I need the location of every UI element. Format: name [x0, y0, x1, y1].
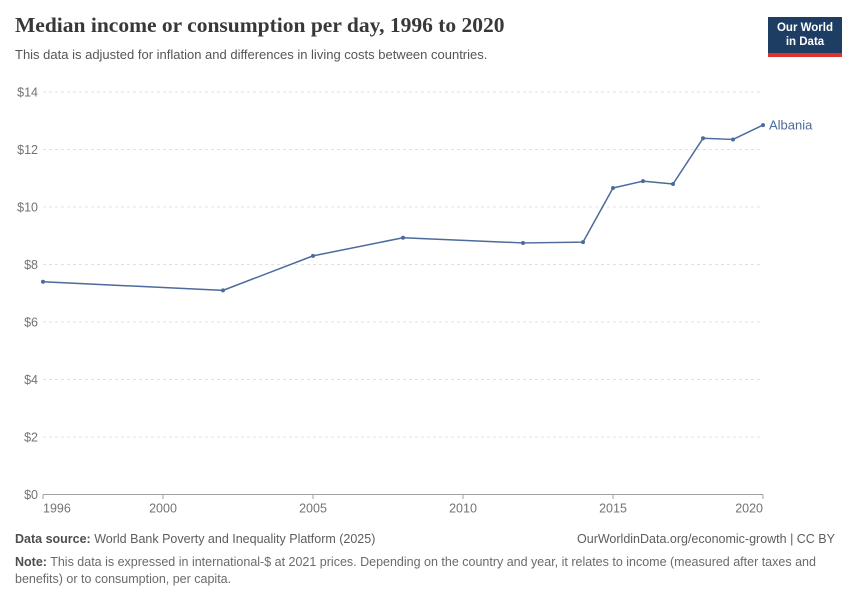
data-point[interactable] — [41, 279, 45, 284]
data-point[interactable] — [401, 235, 405, 240]
data-point[interactable] — [761, 123, 765, 128]
y-tick-label: $0 — [24, 488, 38, 502]
x-tick-label: 2005 — [299, 502, 327, 516]
x-tick-label: 2020 — [735, 502, 763, 516]
data-source-label: Data source: — [15, 532, 91, 546]
footer-source-row: Data source: World Bank Poverty and Ineq… — [15, 531, 835, 547]
x-tick-label: 2010 — [449, 502, 477, 516]
y-tick-label: $12 — [17, 143, 38, 157]
chart-title: Median income or consumption per day, 19… — [15, 13, 505, 37]
chart-header: Median income or consumption per day, 19… — [15, 13, 755, 64]
chart-plot-area: $0 $2 $4 $6 $8 $10 $12 $14 1996 2000 2005 2010 2015 2… — [0, 80, 850, 525]
owid-logo-line1: Our World — [776, 22, 833, 34]
owid-logo[interactable]: Our World in Data — [768, 17, 842, 57]
series-end-label: Albania — [769, 118, 813, 133]
data-point[interactable] — [671, 182, 675, 186]
data-point[interactable] — [581, 240, 585, 245]
owid-citation-link[interactable]: OurWorldinData.org/economic-growth | CC … — [577, 532, 835, 546]
data-source-text: World Bank Poverty and Inequality Platfo… — [94, 532, 376, 546]
data-point[interactable] — [701, 136, 705, 141]
line-chart-svg: $0 $2 $4 $6 $8 $10 $12 $14 1996 2000 2005 2010 2015 2… — [17, 85, 813, 516]
data-point[interactable] — [311, 253, 315, 258]
data-source: Data source: World Bank Poverty and Ineq… — [15, 531, 375, 547]
data-point[interactable] — [521, 240, 525, 245]
y-tick-label: $10 — [17, 200, 38, 214]
data-point[interactable] — [641, 179, 645, 184]
footer-note-text: This data is expressed in international-… — [15, 555, 816, 586]
x-tick-label: 1996 — [43, 502, 71, 516]
owid-logo-line2: in Data — [785, 36, 825, 49]
y-tick-label: $4 — [24, 373, 38, 387]
data-point[interactable] — [731, 137, 735, 142]
y-tick-label: $8 — [24, 258, 38, 272]
x-tick-label: 2015 — [599, 502, 627, 516]
data-point[interactable] — [221, 288, 225, 293]
series-line-albania — [42, 124, 764, 292]
x-tick-label: 2000 — [149, 502, 177, 516]
footer-note: Note: This data is expressed in internat… — [15, 554, 835, 587]
y-tick-label: $14 — [17, 85, 38, 99]
footer-note-label: Note: — [15, 555, 47, 570]
y-tick-label: $6 — [24, 315, 38, 329]
chart-footer: Data source: World Bank Poverty and Ineq… — [15, 531, 835, 587]
y-tick-label: $2 — [24, 430, 38, 444]
chart-subtitle: This data is adjusted for inflation and … — [15, 46, 488, 62]
data-point[interactable] — [611, 186, 615, 191]
